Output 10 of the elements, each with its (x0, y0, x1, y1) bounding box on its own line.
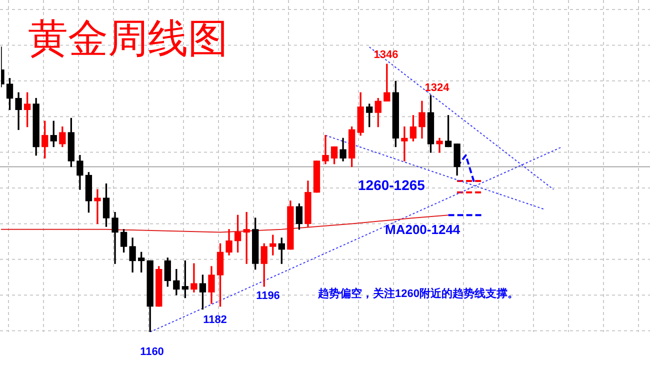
annotation: 1196 (256, 290, 280, 302)
annotation: 1260-1265 (358, 177, 425, 193)
annotation: MA200-1244 (385, 222, 460, 237)
text: 1160 (140, 346, 164, 358)
chart-title: 黄金周线图 (28, 16, 228, 61)
annotation: 1182 (203, 314, 227, 326)
annotation: 1324 (424, 82, 450, 94)
candlestick (313, 160, 320, 193)
annotation: 1346 (374, 49, 398, 61)
annotation: 趋势偏空，关注1260附近的趋势线支撑。 (318, 286, 518, 301)
